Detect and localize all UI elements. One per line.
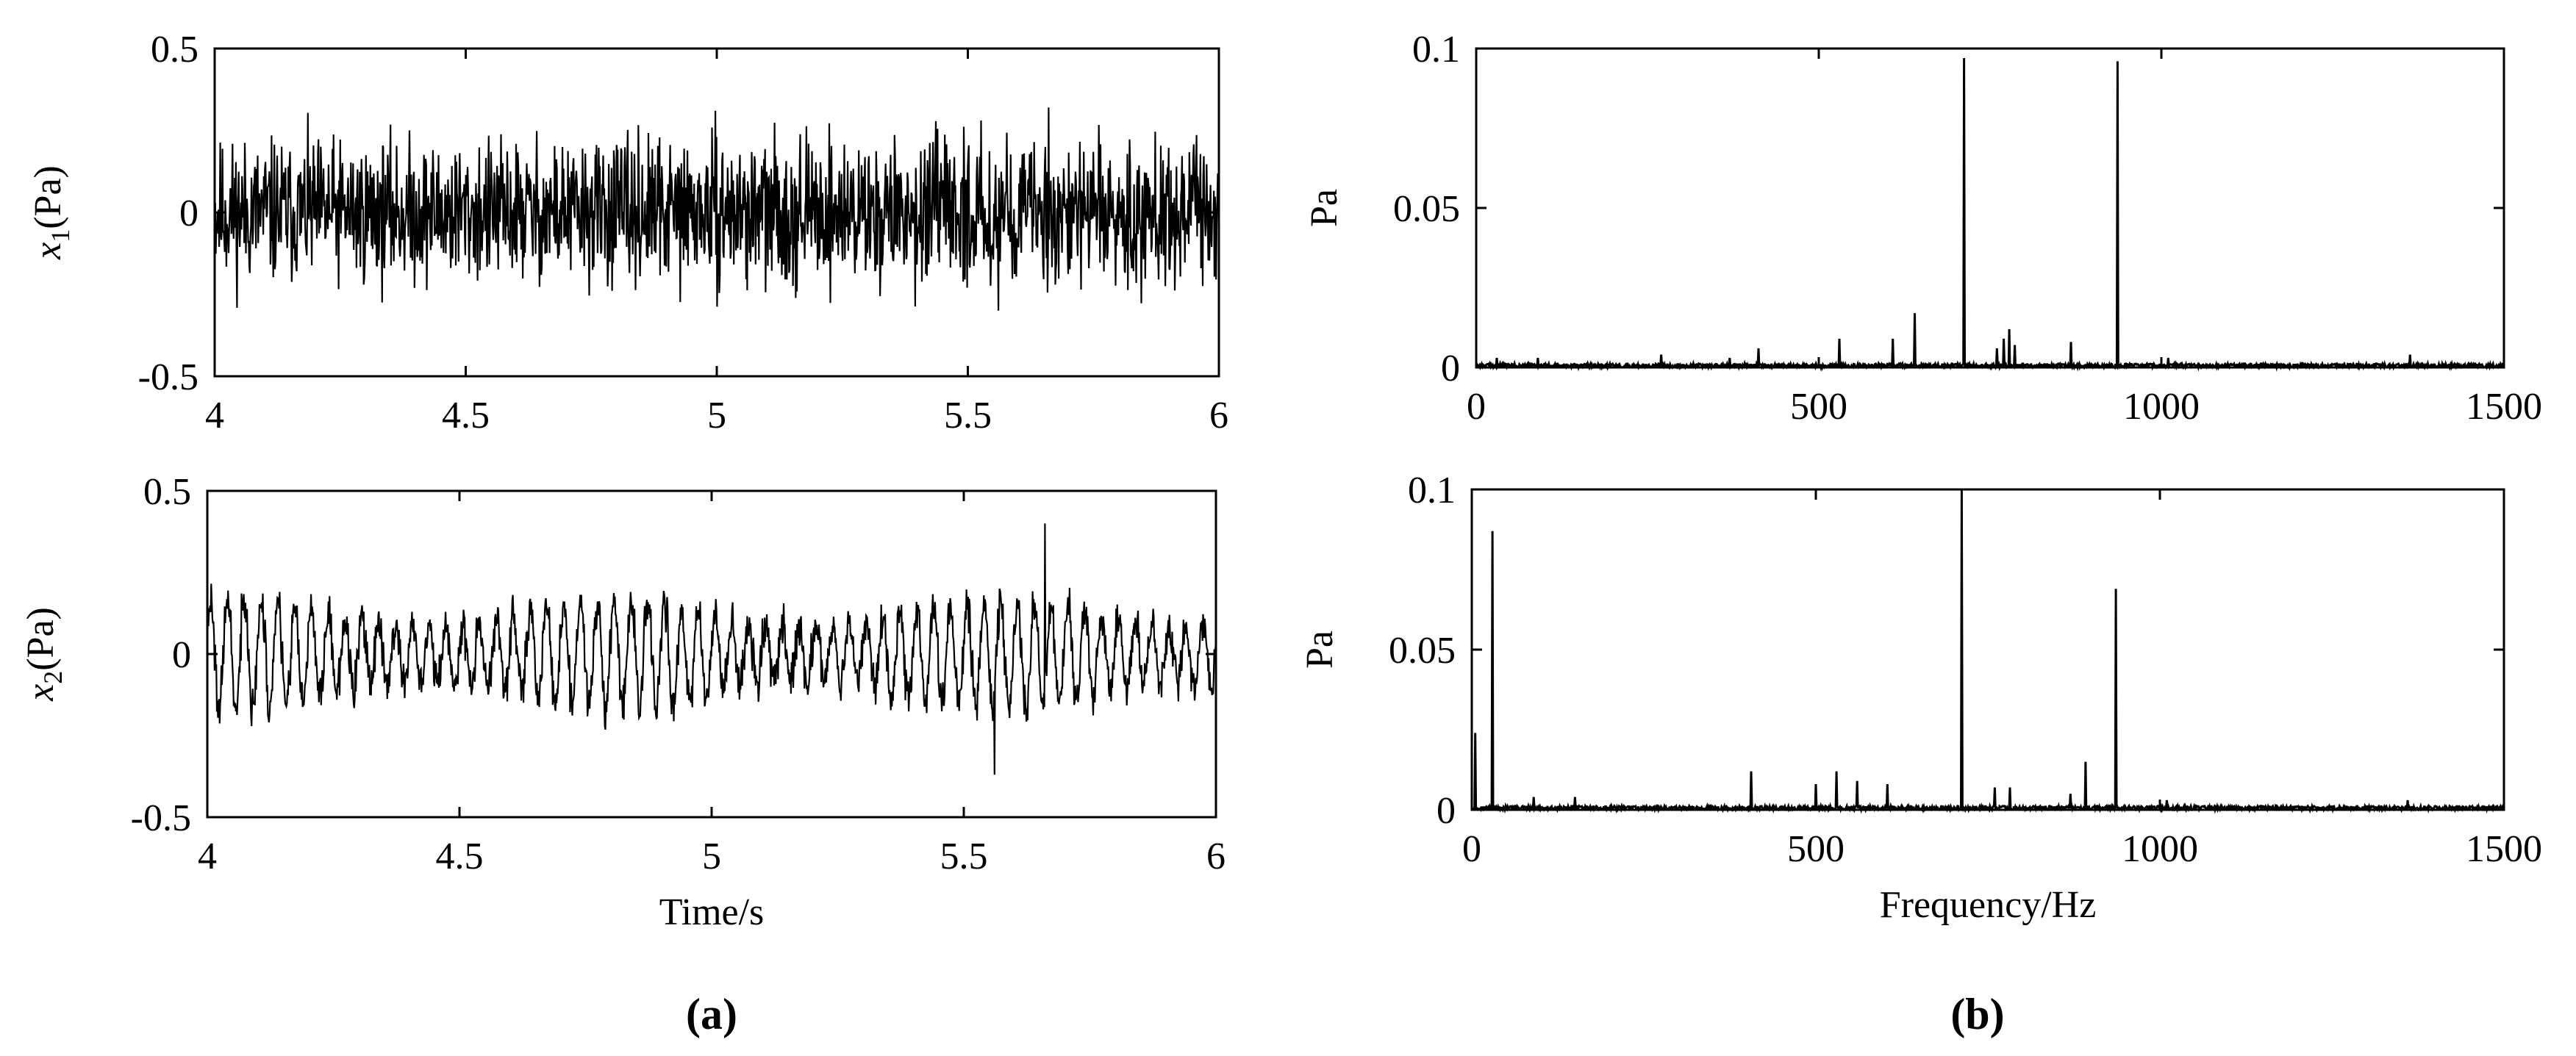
plot-frame xyxy=(1475,47,2505,369)
x-axis-label: Time/s xyxy=(659,891,765,933)
x-tick-label: 5.5 xyxy=(940,836,988,877)
x-axis-label: Frequency/Hz xyxy=(1880,884,2097,926)
x-tick-label: 500 xyxy=(1787,828,1845,870)
x1-time-chart: 4 4.5 5 5.5 6 -0.5 0 0.5 x1(Pa) xyxy=(27,29,1228,437)
signal-trace xyxy=(206,523,1217,775)
panel-b-label: (b) xyxy=(1950,990,2004,1038)
x-tick-label: 4.5 xyxy=(442,395,490,437)
x-tick-label: 1000 xyxy=(2123,386,2200,428)
y-axis-label: x1(Pa) xyxy=(27,165,75,260)
y-tick-label: -0.5 xyxy=(131,797,191,839)
x-tick-label: 6 xyxy=(1209,395,1228,437)
x-tick-label: 4 xyxy=(205,395,224,437)
y-tick-label: 0.1 xyxy=(1412,29,1460,71)
y-axis-label: Pa xyxy=(1299,631,1341,669)
y-tick-label: 0.5 xyxy=(143,471,191,513)
x1-spectrum-chart: 0 500 1000 1500 0 0.05 0.1 Pa xyxy=(1303,29,2542,428)
y-tick-label: 0 xyxy=(179,193,198,234)
x-tick-label: 6 xyxy=(1206,836,1226,877)
x-tick-label: 1500 xyxy=(2466,828,2542,870)
x-tick-label: 1500 xyxy=(2466,386,2542,428)
x-tick-label: 5 xyxy=(702,836,721,877)
x-tick-label: 0 xyxy=(1462,828,1481,870)
spectrum-trace xyxy=(1475,57,2505,372)
y-label-variable: x xyxy=(27,243,69,260)
x-tick-label: 0 xyxy=(1467,386,1486,428)
x-tick-label: 500 xyxy=(1790,386,1847,428)
y-label-unit: (Pa) xyxy=(27,165,69,229)
y-tick-label: 0.05 xyxy=(1389,630,1456,672)
y-axis-label: x2(Pa) xyxy=(20,607,68,702)
y-label-unit: (Pa) xyxy=(20,607,62,671)
x-tick-label: 4 xyxy=(198,836,217,877)
y-tick-label: 0 xyxy=(1437,790,1456,832)
x-tick-label: 5.5 xyxy=(944,395,992,437)
spectrum-trace xyxy=(1471,489,2505,814)
plot-frame xyxy=(1470,488,2505,811)
signal-trace xyxy=(213,107,1220,311)
x2-spectrum-chart: 0 500 1000 1500 0 0.05 0.1 Frequency/Hz Pa xyxy=(1299,470,2542,926)
y-tick-label: 0.5 xyxy=(151,29,198,71)
y-axis-label: Pa xyxy=(1303,189,1345,227)
x-tick-label: 5 xyxy=(707,395,726,437)
y-tick-label: 0.1 xyxy=(1408,470,1456,511)
panel-a-label: (a) xyxy=(686,990,737,1038)
x2-time-chart: 4 4.5 5 5.5 6 -0.5 0 0.5 Time/s x2(Pa) xyxy=(20,471,1226,933)
y-tick-label: 0 xyxy=(1441,348,1460,389)
y-label-subscript: 1 xyxy=(46,229,75,243)
y-label-variable: x xyxy=(20,684,62,702)
x-tick-label: 4.5 xyxy=(436,836,484,877)
y-tick-label: -0.5 xyxy=(138,356,198,398)
y-tick-label: 0 xyxy=(172,634,191,676)
y-tick-label: 0.05 xyxy=(1393,188,1460,230)
y-label-subscript: 2 xyxy=(38,671,68,684)
x-tick-label: 1000 xyxy=(2122,828,2198,870)
